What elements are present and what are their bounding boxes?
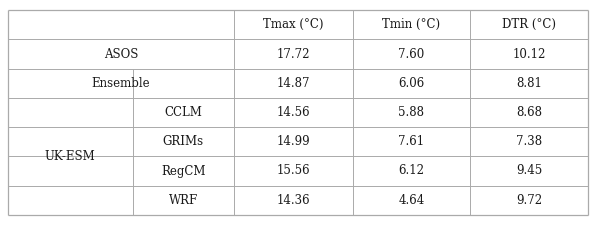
Text: UK-ESM: UK-ESM <box>45 150 95 163</box>
Text: 7.60: 7.60 <box>398 47 424 61</box>
Text: GRIMs: GRIMs <box>163 135 204 148</box>
Text: Ensemble: Ensemble <box>92 77 150 90</box>
Text: 7.38: 7.38 <box>516 135 542 148</box>
Text: CCLM: CCLM <box>164 106 202 119</box>
Text: RegCM: RegCM <box>161 164 206 178</box>
Text: 14.87: 14.87 <box>277 77 310 90</box>
Text: 9.45: 9.45 <box>516 164 542 178</box>
Text: ASOS: ASOS <box>104 47 138 61</box>
Text: 7.61: 7.61 <box>399 135 424 148</box>
Text: Tmax (°C): Tmax (°C) <box>263 18 324 31</box>
Text: 6.06: 6.06 <box>398 77 424 90</box>
Text: 10.12: 10.12 <box>513 47 546 61</box>
Text: 8.68: 8.68 <box>516 106 542 119</box>
Text: 5.88: 5.88 <box>399 106 424 119</box>
Text: Tmin (°C): Tmin (°C) <box>383 18 440 31</box>
Text: 14.36: 14.36 <box>277 194 310 207</box>
Text: 8.81: 8.81 <box>516 77 542 90</box>
Text: 4.64: 4.64 <box>398 194 424 207</box>
Text: 15.56: 15.56 <box>277 164 310 178</box>
Text: 17.72: 17.72 <box>277 47 310 61</box>
Text: 9.72: 9.72 <box>516 194 542 207</box>
Text: DTR (°C): DTR (°C) <box>502 18 556 31</box>
Text: 14.56: 14.56 <box>277 106 310 119</box>
Text: 14.99: 14.99 <box>277 135 310 148</box>
Text: WRF: WRF <box>169 194 198 207</box>
Text: 6.12: 6.12 <box>399 164 424 178</box>
